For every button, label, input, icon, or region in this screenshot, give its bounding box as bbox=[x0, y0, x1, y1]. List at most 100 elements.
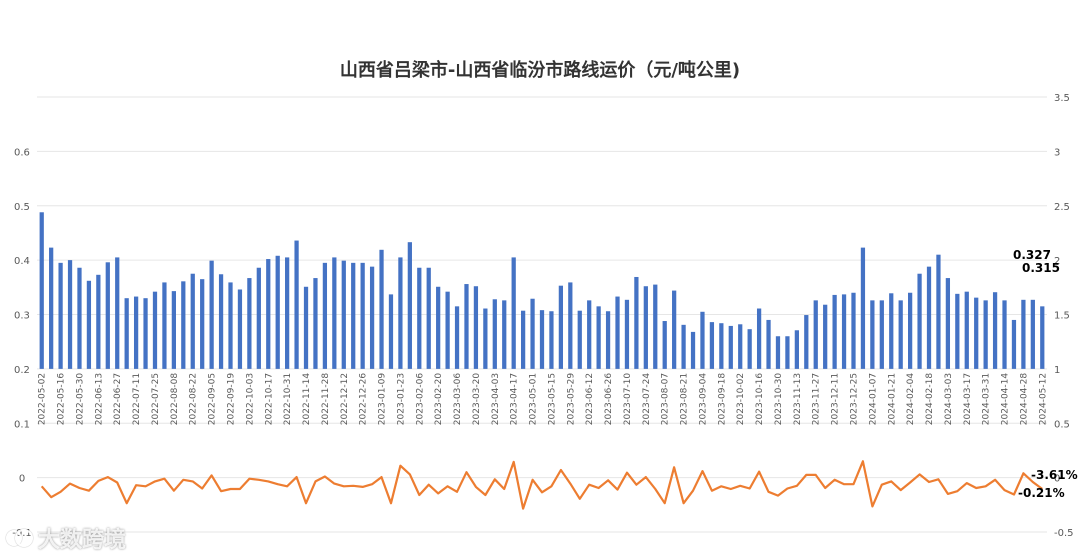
bar bbox=[77, 267, 82, 369]
bar bbox=[190, 273, 195, 369]
bar bbox=[520, 310, 526, 369]
x-tick-label: 2024-02-18 bbox=[925, 373, 935, 426]
bar bbox=[294, 240, 299, 369]
bar bbox=[218, 274, 224, 369]
bar bbox=[360, 262, 365, 369]
bar bbox=[851, 292, 856, 369]
x-tick-label: 2023-06-26 bbox=[604, 373, 614, 426]
annotation-0327: 0.327 bbox=[1013, 248, 1051, 262]
bar bbox=[823, 304, 828, 369]
bar bbox=[407, 242, 412, 369]
bar bbox=[794, 330, 799, 369]
bar bbox=[1021, 299, 1026, 369]
x-tick-label: 2023-02-06 bbox=[415, 373, 425, 426]
x-tick-label: 2022-10-03 bbox=[245, 373, 255, 425]
bar bbox=[388, 294, 394, 369]
bar bbox=[587, 300, 592, 369]
right-tick-label: 3 bbox=[1054, 147, 1060, 158]
line-series bbox=[40, 460, 1043, 510]
bar bbox=[256, 267, 261, 369]
bar bbox=[49, 247, 54, 369]
bar bbox=[898, 300, 903, 369]
x-tick-label: 2022-12-26 bbox=[359, 373, 369, 426]
x-tick-label: 2023-10-16 bbox=[755, 373, 765, 426]
lower-left-tick-label: 0 bbox=[19, 474, 25, 485]
x-tick-label: 2023-10-02 bbox=[736, 373, 746, 425]
bar bbox=[398, 257, 403, 369]
bar bbox=[332, 257, 337, 369]
bar bbox=[67, 260, 73, 369]
bar bbox=[681, 324, 686, 369]
bar bbox=[133, 296, 139, 369]
right-tick-label: 0 bbox=[1054, 474, 1060, 485]
bar bbox=[624, 299, 630, 369]
bar bbox=[860, 247, 866, 369]
x-tick-label: 2024-03-03 bbox=[944, 373, 954, 425]
x-tick-label: 2023-11-13 bbox=[793, 373, 803, 425]
bar bbox=[719, 323, 724, 369]
annotation-0315: 0.315 bbox=[1022, 261, 1060, 275]
x-tick-label: 2022-09-19 bbox=[227, 373, 237, 426]
x-tick-label: 2022-12-12 bbox=[340, 373, 350, 425]
bar bbox=[983, 300, 988, 369]
bar bbox=[115, 257, 120, 369]
left-axis: 0.60.50.40.30.20.10-0.1 bbox=[12, 147, 32, 539]
bar bbox=[775, 336, 781, 369]
x-tick-label: 2022-05-02 bbox=[38, 373, 48, 425]
bar bbox=[945, 278, 951, 369]
x-tick-label: 2023-02-20 bbox=[434, 373, 444, 426]
x-tick-label: 2022-09-05 bbox=[208, 373, 218, 425]
x-tick-label: 2023-12-11 bbox=[831, 373, 841, 425]
bar bbox=[653, 284, 658, 369]
x-tick-label: 2022-10-31 bbox=[283, 373, 293, 425]
bar bbox=[483, 308, 488, 369]
x-axis: 2022-05-02 2022-05-16 2022-05-30 2022-06-13… bbox=[38, 373, 1049, 426]
annotations: 0.327 0.315 -3.61% -0.21% bbox=[1013, 248, 1078, 500]
x-tick-label: 2022-11-28 bbox=[321, 373, 331, 426]
x-tick-label: 2022-08-22 bbox=[189, 373, 199, 425]
bar bbox=[247, 278, 252, 369]
x-tick-label: 2022-06-27 bbox=[113, 373, 123, 425]
bar bbox=[709, 322, 715, 369]
left-tick-label: 0.3 bbox=[14, 311, 30, 322]
bar bbox=[303, 286, 309, 369]
bar bbox=[841, 294, 847, 369]
bar bbox=[964, 291, 969, 369]
bar bbox=[690, 331, 696, 369]
line-path bbox=[40, 460, 1043, 510]
bar bbox=[549, 311, 554, 369]
x-tick-label: 2023-03-06 bbox=[453, 373, 463, 426]
bar bbox=[58, 262, 63, 369]
bar bbox=[86, 280, 92, 369]
x-tick-label: 2022-11-14 bbox=[302, 373, 312, 426]
x-tick-label: 2023-10-30 bbox=[774, 373, 784, 426]
bar bbox=[747, 329, 752, 369]
x-tick-label: 2023-05-15 bbox=[547, 373, 557, 425]
x-tick-label: 2023-12-25 bbox=[849, 373, 859, 425]
bar bbox=[672, 290, 677, 369]
right-tick-label: 0.5 bbox=[1054, 419, 1070, 430]
right-tick-label: 1.5 bbox=[1054, 311, 1070, 322]
x-tick-label: 2023-09-04 bbox=[698, 373, 708, 426]
bar bbox=[643, 286, 648, 369]
bar bbox=[105, 262, 110, 369]
x-tick-label: 2022-08-08 bbox=[170, 373, 180, 426]
bar bbox=[445, 291, 450, 369]
bar bbox=[1011, 319, 1017, 369]
x-tick-label: 2024-01-21 bbox=[887, 373, 897, 425]
bar bbox=[889, 293, 894, 369]
bar bbox=[379, 249, 384, 369]
x-tick-label: 2023-01-23 bbox=[396, 373, 406, 425]
bar bbox=[530, 298, 535, 369]
bar bbox=[974, 297, 979, 369]
bar bbox=[1030, 299, 1035, 369]
bar bbox=[992, 292, 998, 369]
x-tick-label: 2022-06-13 bbox=[94, 373, 104, 425]
bar bbox=[926, 266, 932, 369]
bar bbox=[936, 254, 941, 369]
bar bbox=[124, 298, 129, 369]
x-tick-label: 2023-04-03 bbox=[491, 373, 501, 425]
bar bbox=[728, 325, 733, 369]
bar bbox=[804, 315, 809, 369]
bar bbox=[955, 293, 960, 369]
